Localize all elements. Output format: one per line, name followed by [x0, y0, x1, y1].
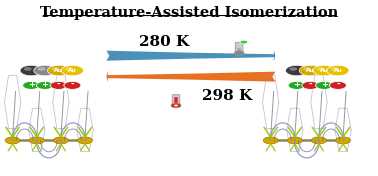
Circle shape	[20, 65, 42, 76]
Circle shape	[64, 81, 81, 89]
Circle shape	[24, 67, 32, 71]
Circle shape	[316, 81, 333, 89]
FancyBboxPatch shape	[174, 97, 178, 105]
Circle shape	[311, 137, 326, 144]
Circle shape	[303, 67, 311, 71]
Text: Au: Au	[333, 68, 342, 73]
FancyBboxPatch shape	[237, 48, 241, 53]
Circle shape	[53, 137, 68, 144]
Text: 280 K: 280 K	[139, 35, 189, 49]
Text: Au: Au	[54, 68, 63, 73]
Circle shape	[263, 137, 278, 144]
Circle shape	[174, 105, 178, 106]
Circle shape	[302, 81, 319, 89]
Text: -: -	[57, 80, 60, 89]
FancyBboxPatch shape	[235, 42, 243, 54]
Circle shape	[336, 137, 350, 144]
Circle shape	[313, 65, 335, 76]
Text: -: -	[308, 80, 312, 89]
Circle shape	[317, 67, 325, 71]
Circle shape	[171, 103, 181, 108]
Text: Au: Au	[306, 68, 315, 73]
Circle shape	[234, 51, 244, 55]
Circle shape	[38, 67, 45, 71]
Circle shape	[288, 81, 305, 89]
Text: -: -	[71, 80, 74, 89]
Circle shape	[299, 65, 322, 76]
Circle shape	[287, 137, 302, 144]
Text: +: +	[42, 80, 48, 89]
Circle shape	[34, 65, 56, 76]
Circle shape	[327, 65, 349, 76]
Text: +: +	[28, 80, 35, 89]
Circle shape	[77, 137, 93, 144]
Text: +: +	[293, 80, 300, 89]
Text: Au: Au	[68, 68, 77, 73]
Circle shape	[23, 81, 40, 89]
Circle shape	[329, 81, 346, 89]
Circle shape	[285, 65, 308, 76]
FancyBboxPatch shape	[172, 95, 180, 106]
Circle shape	[331, 67, 338, 71]
Circle shape	[51, 67, 59, 71]
Circle shape	[65, 67, 73, 71]
Circle shape	[290, 67, 297, 71]
Text: Temperature-Assisted Isomerization: Temperature-Assisted Isomerization	[40, 6, 338, 20]
Circle shape	[29, 137, 44, 144]
Text: Au: Au	[320, 68, 328, 73]
Text: 298 K: 298 K	[202, 89, 252, 103]
Circle shape	[61, 65, 84, 76]
Circle shape	[240, 40, 248, 44]
Circle shape	[48, 65, 70, 76]
Text: +: +	[321, 80, 328, 89]
Text: -: -	[336, 80, 340, 89]
Circle shape	[50, 81, 67, 89]
Circle shape	[36, 81, 53, 89]
Circle shape	[5, 137, 20, 144]
